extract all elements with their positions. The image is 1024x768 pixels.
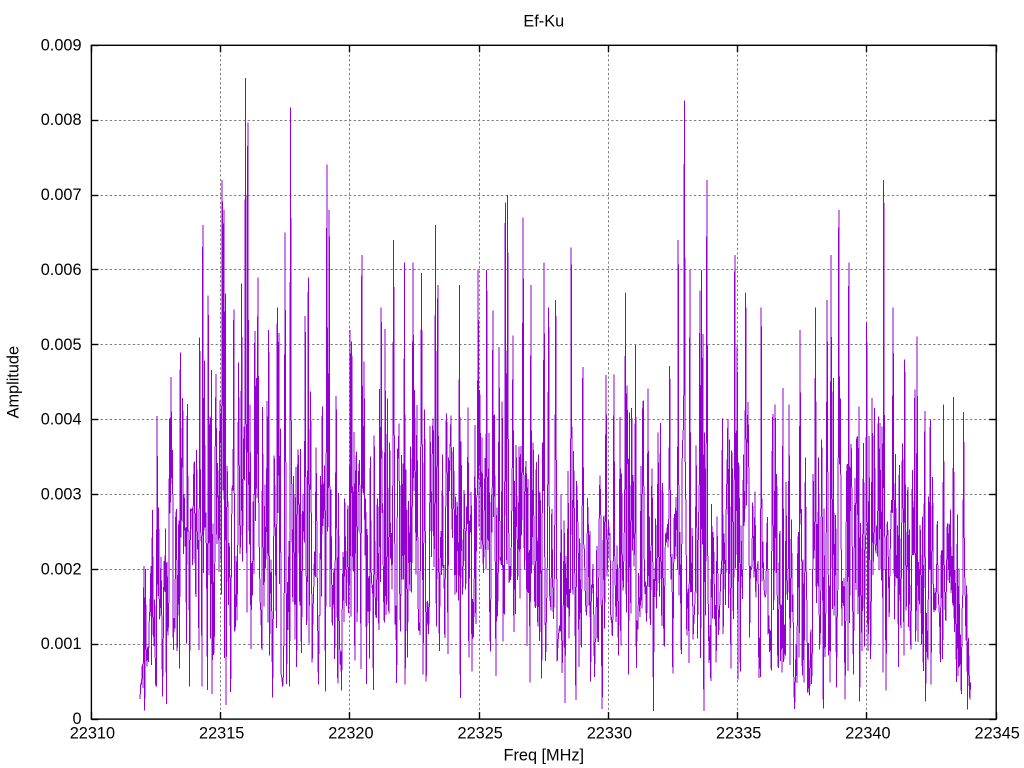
svg-text:22340: 22340 <box>845 724 890 742</box>
svg-text:22345: 22345 <box>975 724 1020 742</box>
svg-text:Freq [MHz]: Freq [MHz] <box>504 746 585 764</box>
svg-text:0.001: 0.001 <box>41 635 82 653</box>
svg-text:Ef-Ku: Ef-Ku <box>523 12 564 30</box>
svg-text:22325: 22325 <box>458 724 503 742</box>
svg-text:0.007: 0.007 <box>41 186 82 204</box>
svg-text:0.009: 0.009 <box>41 36 82 54</box>
svg-text:0.002: 0.002 <box>41 560 82 578</box>
svg-text:22330: 22330 <box>587 724 632 742</box>
svg-text:22315: 22315 <box>199 724 244 742</box>
svg-text:0: 0 <box>72 710 81 728</box>
svg-text:Amplitude: Amplitude <box>4 346 22 418</box>
svg-text:22335: 22335 <box>716 724 761 742</box>
svg-text:22320: 22320 <box>328 724 373 742</box>
svg-text:22310: 22310 <box>70 724 115 742</box>
svg-text:0.006: 0.006 <box>41 261 82 279</box>
svg-text:0.005: 0.005 <box>41 336 82 354</box>
svg-text:0.008: 0.008 <box>41 111 82 129</box>
svg-text:0.003: 0.003 <box>41 486 82 504</box>
svg-text:0.004: 0.004 <box>41 411 82 429</box>
